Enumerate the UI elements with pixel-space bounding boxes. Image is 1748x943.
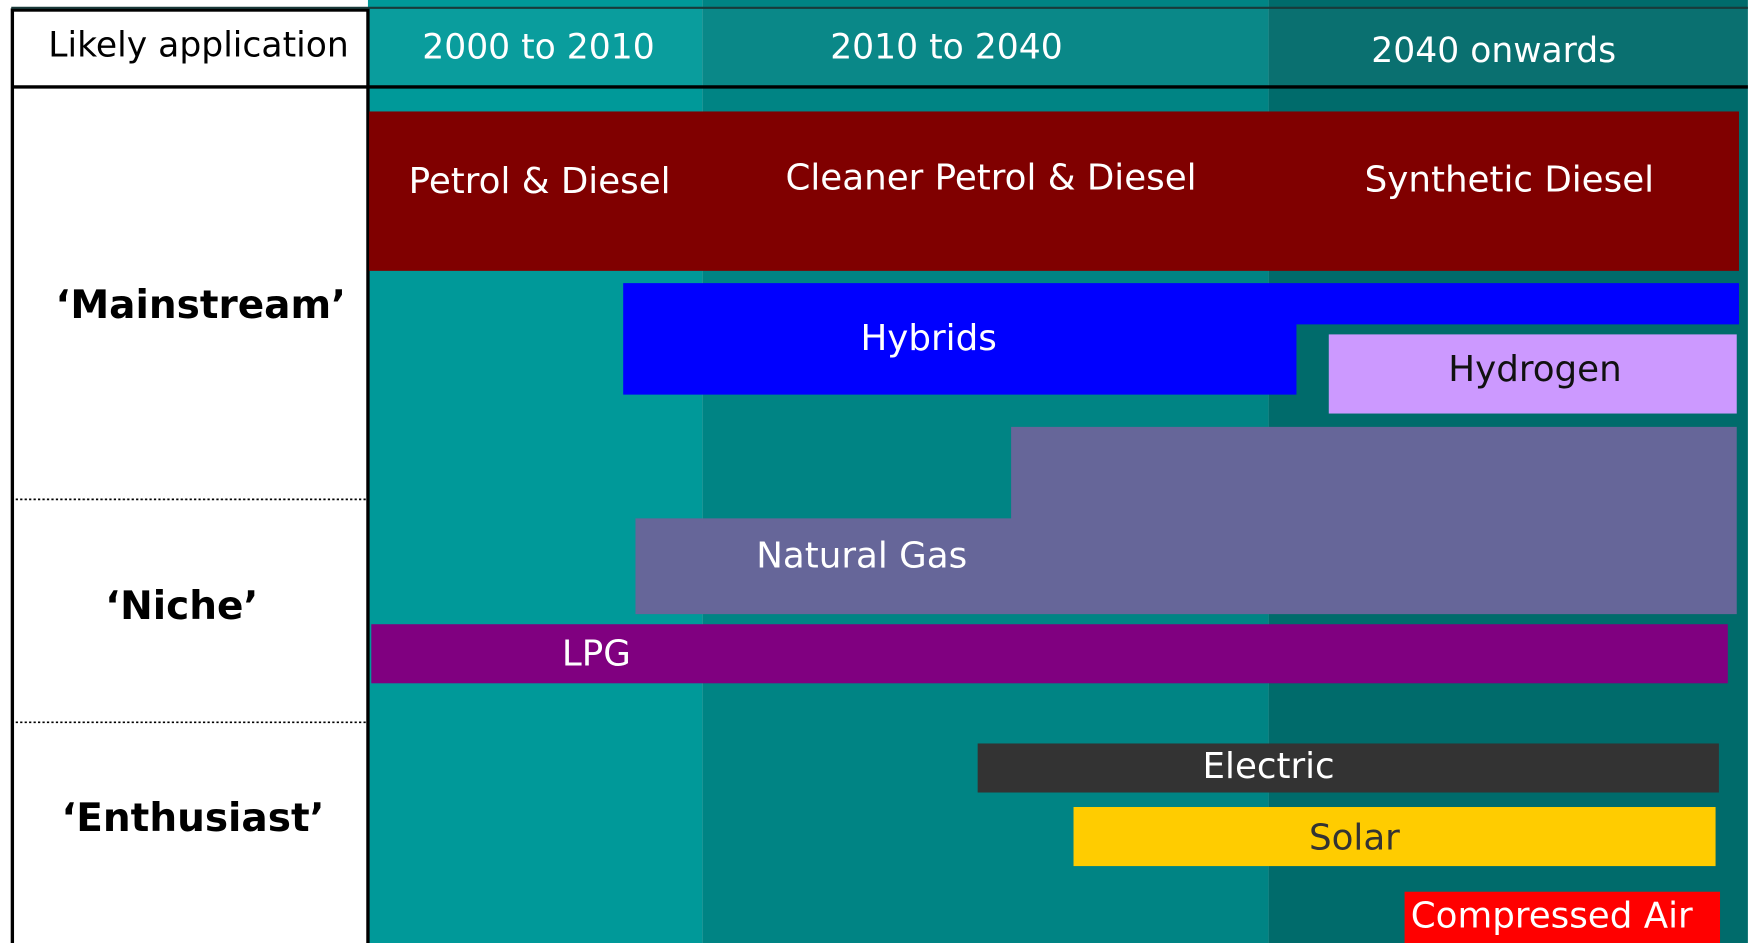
row-label: ‘Mainstream’ <box>56 283 346 328</box>
hybrids-bar <box>623 283 1739 395</box>
bar-label: Electric <box>1203 746 1335 787</box>
compressed-air-bar <box>1404 891 1721 943</box>
row-label: ‘Niche’ <box>105 584 258 629</box>
petrol-diesel-bar <box>369 111 1739 271</box>
header-label: Likely application <box>48 25 348 65</box>
bar-label: Cleaner Petrol & Diesel <box>786 157 1197 198</box>
lpg-bar <box>371 624 1728 684</box>
period-label: 2000 to 2010 <box>422 28 654 68</box>
period-label: 2010 to 2040 <box>830 28 1062 68</box>
electric-bar <box>977 743 1719 793</box>
hydrogen-bar <box>1328 334 1737 414</box>
row-label: ‘Enthusiast’ <box>61 796 324 841</box>
bar-label: Synthetic Diesel <box>1365 160 1654 201</box>
bar-label: Solar <box>1309 817 1400 858</box>
label-column <box>10 8 370 943</box>
period-label: 2040 onwards <box>1371 31 1616 71</box>
bar-label: Hybrids <box>860 318 996 359</box>
bar-label: Petrol & Diesel <box>409 161 671 202</box>
solar-bar <box>1073 807 1716 867</box>
bar-label: LPG <box>562 633 631 674</box>
bar-label: Compressed Air <box>1411 895 1693 936</box>
bar-label: Hydrogen <box>1448 349 1621 390</box>
header-band <box>367 8 1748 87</box>
natural-gas-bar <box>635 426 1737 615</box>
bar-label: Natural Gas <box>756 535 967 576</box>
